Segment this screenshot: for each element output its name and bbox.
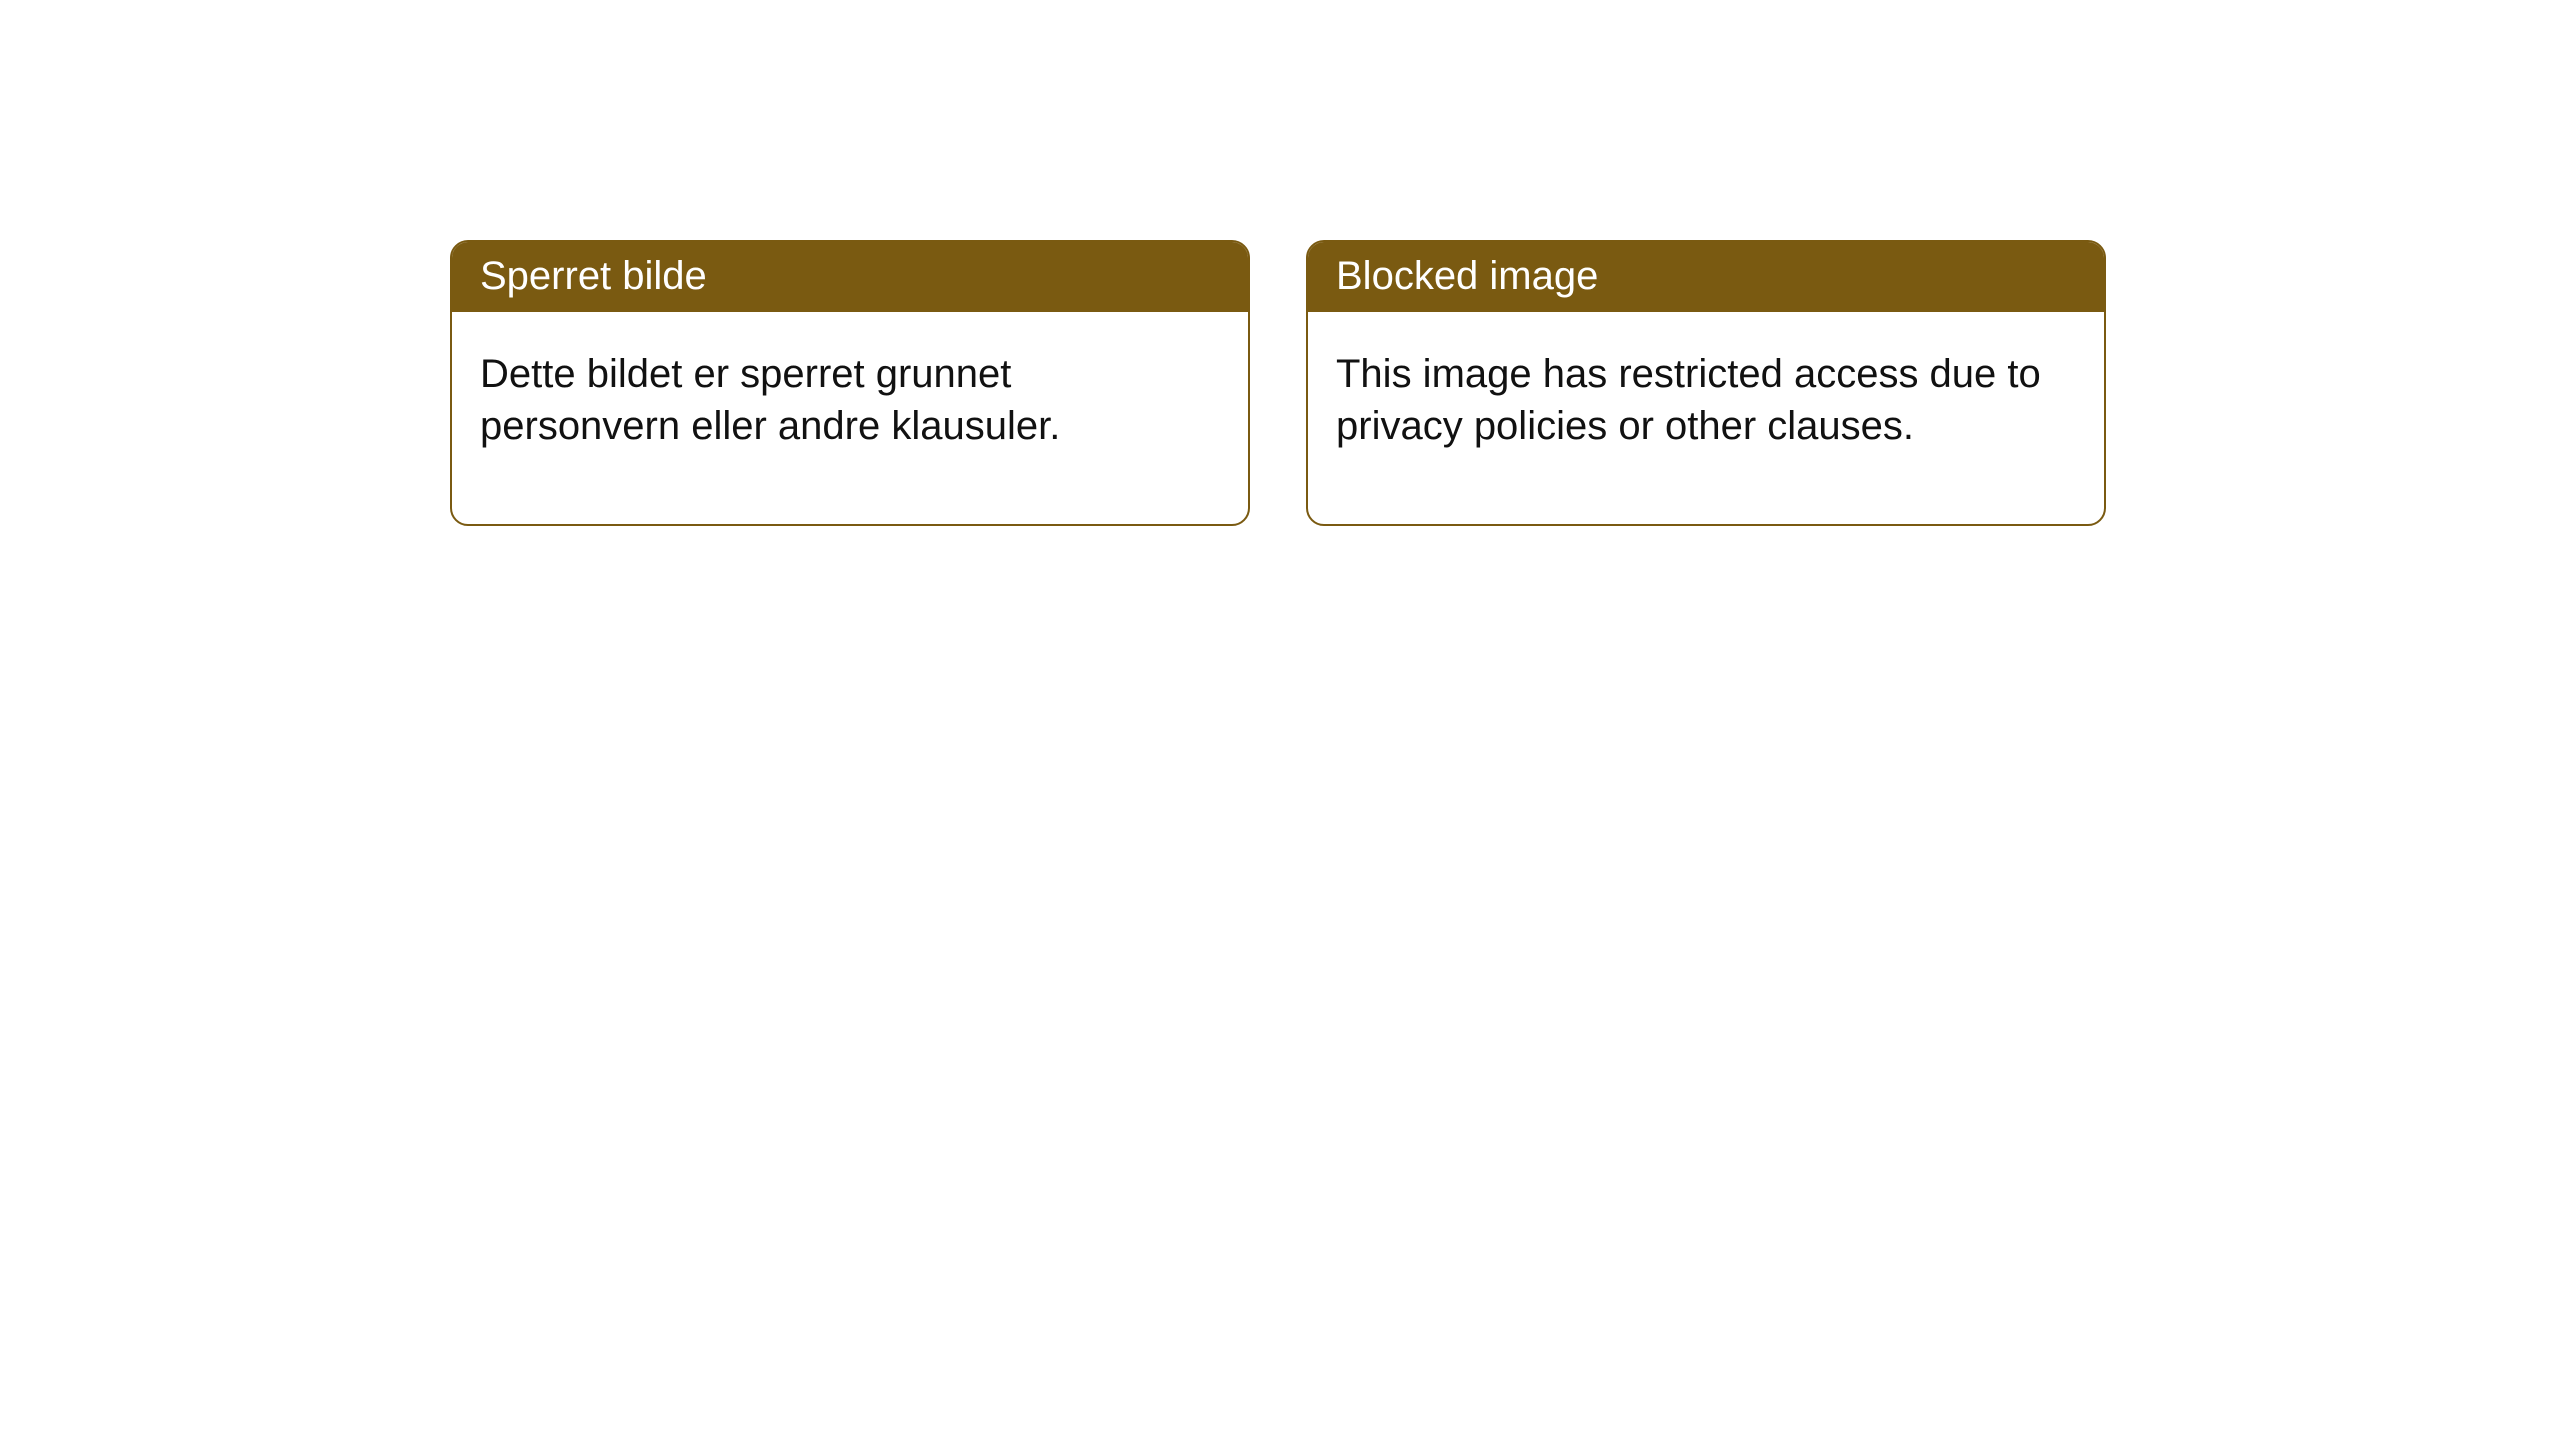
card-body: This image has restricted access due to … <box>1308 312 2104 524</box>
blocked-image-card-en: Blocked image This image has restricted … <box>1306 240 2106 526</box>
blocked-image-card-no: Sperret bilde Dette bildet er sperret gr… <box>450 240 1250 526</box>
card-header: Blocked image <box>1308 242 2104 312</box>
cards-container: Sperret bilde Dette bildet er sperret gr… <box>0 0 2560 526</box>
card-header: Sperret bilde <box>452 242 1248 312</box>
card-body: Dette bildet er sperret grunnet personve… <box>452 312 1248 524</box>
